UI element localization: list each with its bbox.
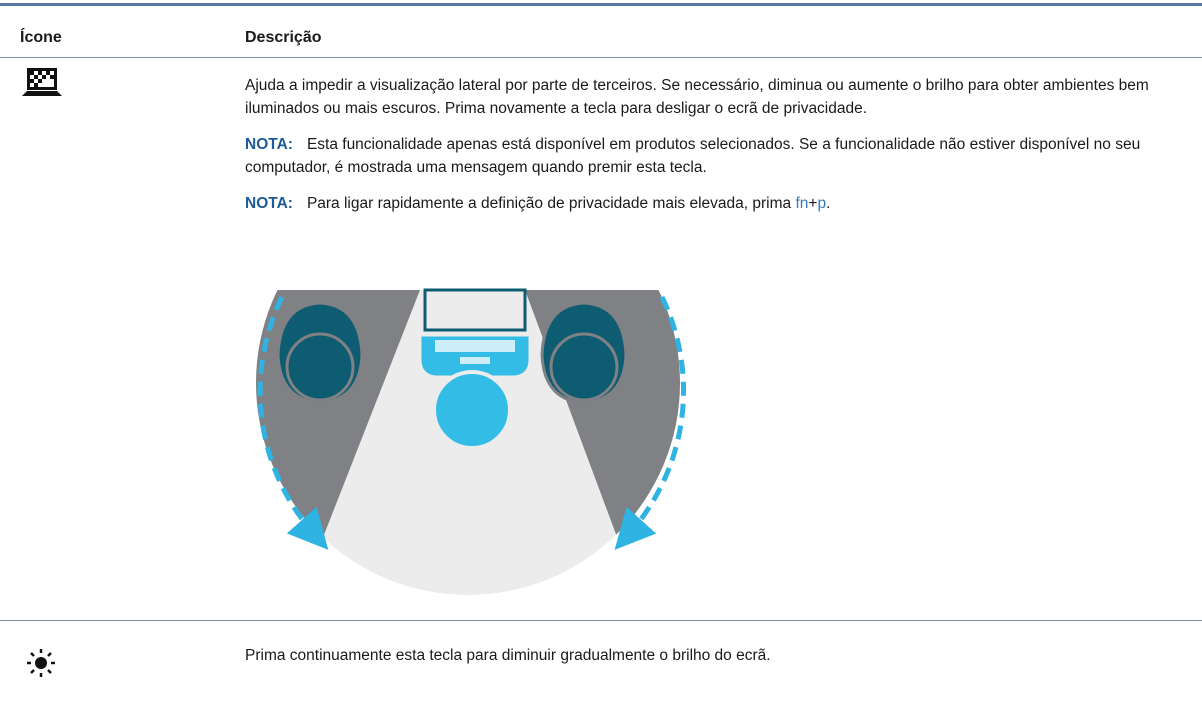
key-joiner: + (808, 195, 818, 212)
key: p (817, 195, 827, 212)
note-label: NOTA: (245, 136, 293, 153)
note-text: Esta funcionalidade apenas está disponív… (245, 136, 1141, 176)
paragraph: Prima continuamente esta tecla para dimi… (245, 647, 771, 664)
note-text: Para ligar rapidamente a definição de pr… (306, 195, 796, 212)
note-end: . (826, 195, 831, 212)
header-icon: Ícone (20, 29, 62, 46)
row-rule (0, 620, 1202, 621)
paragraph: Ajuda a impedir a visualização lateral p… (245, 77, 1149, 117)
privacy-icon (22, 68, 62, 96)
table-top-rule (0, 3, 1202, 6)
header-rule (0, 57, 1202, 58)
key: fn (795, 195, 809, 212)
row-description: Prima continuamente esta tecla para dimi… (245, 644, 1165, 680)
brightness-icon (27, 649, 55, 677)
note: NOTA: Para ligar rapidamente a definição … (245, 192, 1165, 215)
privacy-illustration (256, 288, 687, 595)
note-label: NOTA: (245, 195, 293, 212)
row-description: Ajuda a impedir a visualização lateral p… (245, 74, 1165, 228)
header-description: Descrição (245, 29, 322, 46)
note: NOTA: Esta funcionalidade apenas está dis… (245, 133, 1165, 179)
